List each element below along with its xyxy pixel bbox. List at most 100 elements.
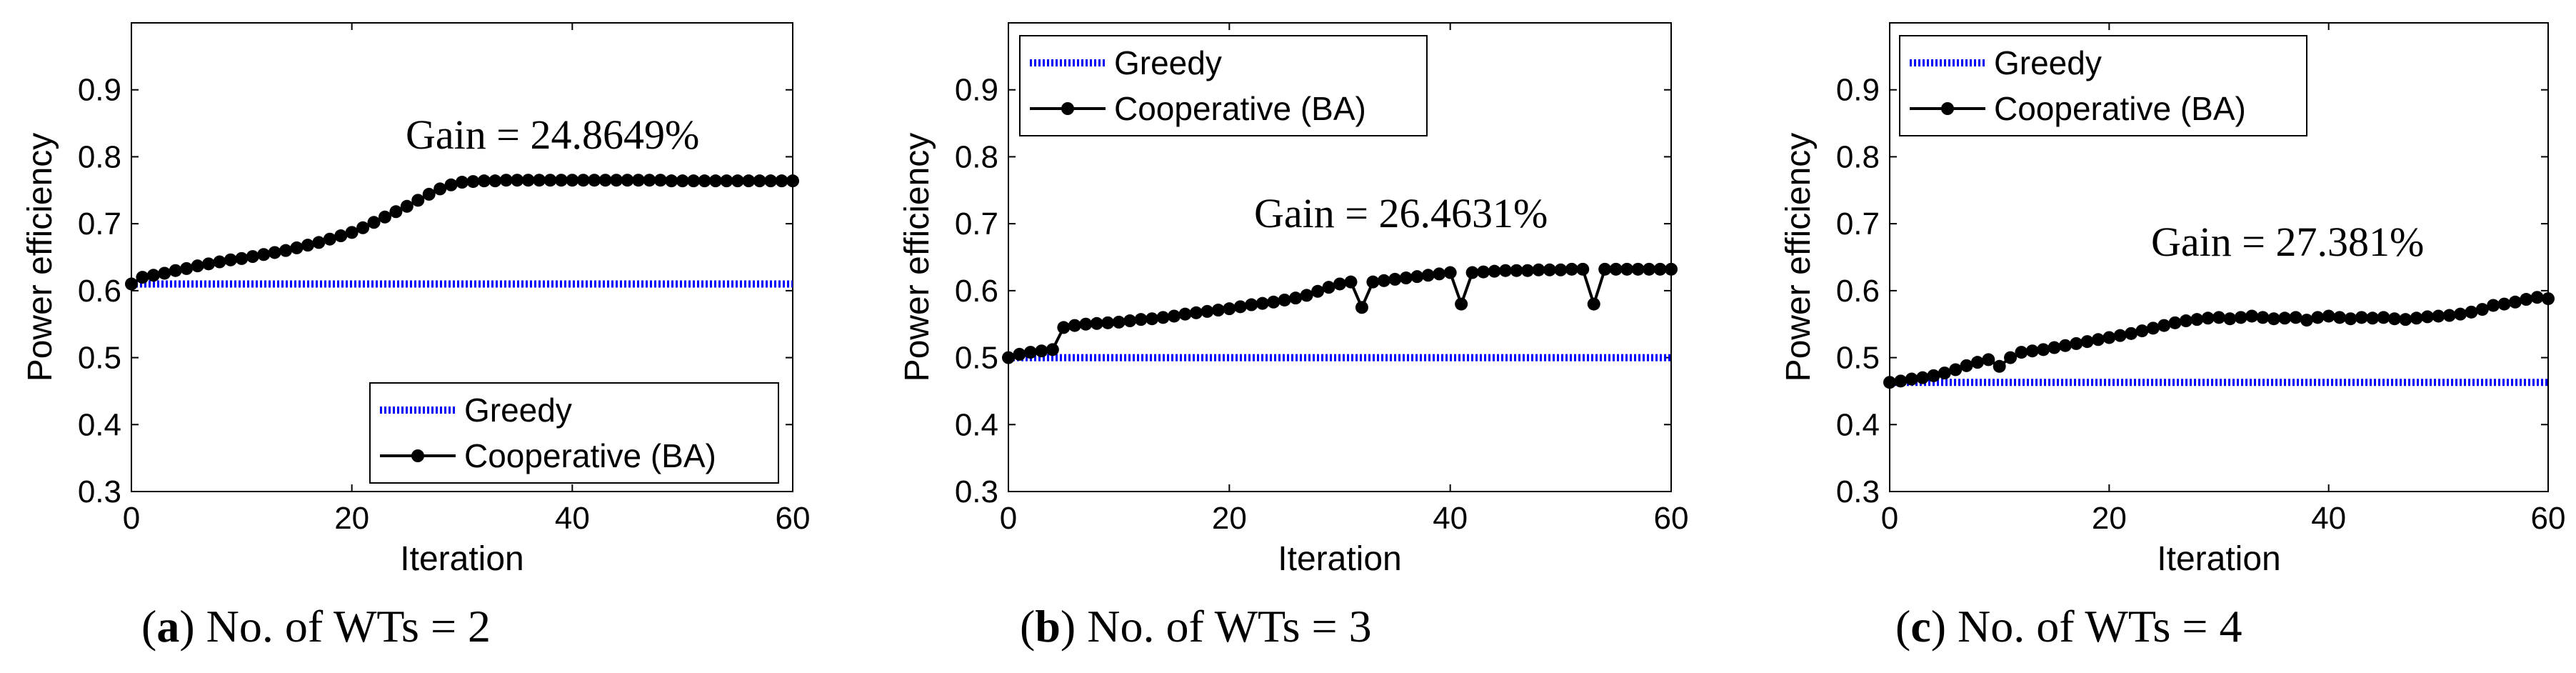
legend-label: Greedy [1114,44,1222,81]
data-point [466,175,480,189]
data-point [1090,316,1103,330]
data-point [2355,311,2368,324]
data-point [2465,305,2478,319]
data-point [1916,371,1930,384]
data-point [566,174,579,187]
caption-letter: a [156,601,179,652]
data-point [598,174,612,187]
data-point [2212,311,2225,324]
x-tick-label: 40 [2311,501,2346,536]
data-point [1134,313,1148,326]
data-point [1156,311,1170,324]
y-tick-label: 0.8 [1836,139,1880,174]
x-tick-label: 40 [555,501,590,536]
y-tick-label: 0.5 [955,341,998,376]
data-point [268,246,281,259]
data-point [235,251,249,265]
data-point [1233,300,1247,314]
data-point [1112,315,1126,329]
data-point [1510,264,1523,277]
data-point [742,174,756,188]
y-tick-label: 0.7 [1836,206,1880,241]
data-point [378,210,391,224]
data-point [312,236,326,249]
data-point [169,264,182,277]
x-axis-label: Iteration [1278,540,1401,578]
data-point [202,257,216,271]
x-axis-label: Iteration [2157,540,2280,578]
data-point [1653,262,1667,276]
gain-annotation: Gain = 24.8649% [406,111,699,158]
data-point [2311,311,2325,324]
data-point [1168,309,1181,323]
data-point [2420,310,2434,324]
data-point [345,226,359,239]
y-tick-label: 0.4 [955,407,998,442]
data-point [1927,369,1940,382]
data-point [1201,304,1214,318]
data-point [1101,316,1115,329]
data-point [1598,262,1612,276]
data-point [1643,262,1656,276]
data-point [576,174,590,187]
data-point [588,174,601,187]
data-point [786,174,799,188]
data-point [2146,321,2160,335]
gain-annotation: Gain = 27.381% [2151,219,2424,265]
data-point [1178,307,1192,321]
data-point [2234,311,2247,324]
x-tick-label: 20 [2092,501,2127,536]
data-point [1311,284,1325,298]
data-point [643,174,656,187]
data-point [610,174,623,187]
data-point [422,187,436,201]
data-point [2223,312,2237,326]
y-axis-label: Power efficiency [1780,133,1818,382]
data-point [477,174,491,188]
data-point [411,194,425,207]
data-point [1665,262,1678,276]
data-point [2091,333,2105,347]
y-tick-label: 0.5 [1836,341,1880,376]
data-point [1046,343,1059,357]
data-point [1002,351,1015,364]
data-point [2278,311,2292,325]
data-point [1488,264,1501,278]
y-tick-label: 0.7 [955,206,998,241]
x-tick-label: 0 [1000,501,1017,536]
data-point [1057,321,1071,334]
data-point [1883,376,1896,389]
x-tick-label: 0 [123,501,140,536]
data-point [2004,351,2018,364]
data-point [2135,324,2149,338]
data-point [2048,341,2061,354]
data-point [1211,304,1225,317]
legend-label: Greedy [1994,44,2102,81]
data-point [1300,289,1313,302]
data-point [698,174,711,188]
data-point [1532,263,1545,276]
y-tick-label: 0.9 [955,73,998,108]
data-point [2344,312,2357,326]
data-point [2487,299,2500,312]
data-point [2432,309,2445,323]
data-point [456,176,468,189]
data-point [1267,295,1281,309]
data-point [1421,269,1435,282]
data-point [2256,311,2270,324]
data-point [2399,313,2412,326]
x-tick-label: 20 [1212,501,1247,536]
data-point [2267,312,2280,326]
data-point [180,261,194,275]
data-point [2070,336,2083,350]
legend-box [1899,35,2307,136]
data-point [2080,335,2094,349]
x-tick-label: 20 [334,501,369,536]
data-point [2168,316,2182,329]
data-point [1013,347,1026,361]
y-tick-label: 0.9 [78,73,121,108]
data-point [125,277,138,291]
data-point [1970,356,1984,369]
data-point [1189,306,1203,319]
data-point [2530,291,2544,304]
